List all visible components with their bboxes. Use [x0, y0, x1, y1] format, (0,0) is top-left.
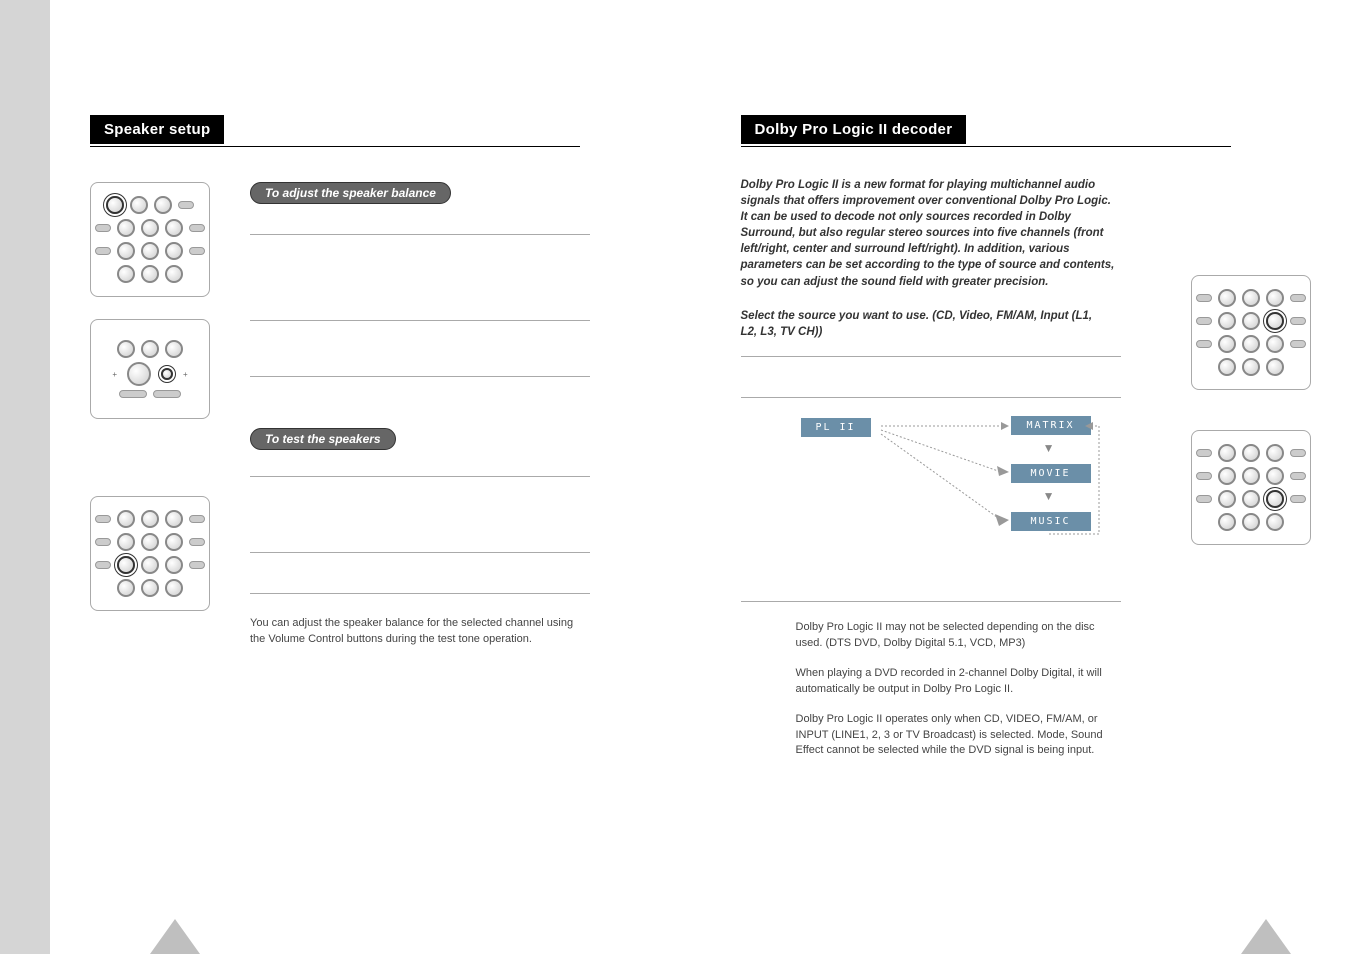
- dolby-intro-text: Dolby Pro Logic II is a new format for p…: [741, 177, 1121, 290]
- divider-line: [250, 476, 590, 477]
- page-spread: Speaker setup ++: [50, 0, 1351, 954]
- flow-box-music: MUSIC: [1011, 512, 1091, 531]
- note-2: When playing a DVD recorded in 2-channel…: [796, 666, 1121, 698]
- notes-block: Dolby Pro Logic II may not be selected d…: [741, 620, 1121, 760]
- right-page: Dolby Pro Logic II decoder Dolby Pro Log…: [701, 0, 1351, 954]
- divider-line: [250, 376, 590, 377]
- remote-illustration-r2: [1191, 430, 1311, 545]
- note-1: Dolby Pro Logic II may not be selected d…: [796, 620, 1121, 652]
- remote-illustration-r1: [1191, 275, 1311, 390]
- section-header-left: Speaker setup: [90, 115, 661, 147]
- arrow-down-icon: ▼: [1043, 489, 1055, 503]
- divider-line: [250, 320, 590, 321]
- flow-box-matrix: MATRIX: [1011, 416, 1091, 435]
- pill-adjust-balance: To adjust the speaker balance: [250, 182, 451, 204]
- flow-box-movie: MOVIE: [1011, 464, 1091, 483]
- speaker-setup-header: Speaker setup: [90, 115, 224, 144]
- mode-flow-diagram: PL II MATRIX ▼ MOVIE ▼ MUSIC: [771, 416, 1101, 546]
- divider-line: [250, 593, 590, 594]
- dolby-header: Dolby Pro Logic II decoder: [741, 115, 967, 144]
- divider-line: [741, 356, 1121, 357]
- select-source-text: Select the source you want to use. (CD, …: [741, 308, 1101, 340]
- left-page: Speaker setup ++: [50, 0, 701, 954]
- left-content-row: ++ To adjust the speaker balance: [90, 182, 661, 648]
- divider-line: [741, 601, 1121, 602]
- pill-test-speakers: To test the speakers: [250, 428, 396, 450]
- header-underline-left: [90, 146, 580, 147]
- header-underline-right: [741, 146, 1231, 147]
- remote-illustration-1: [90, 182, 210, 297]
- remote-illustration-2: ++: [90, 319, 210, 419]
- flow-box-plii: PL II: [801, 418, 871, 437]
- page-triangle-right: [1241, 919, 1291, 954]
- divider-line: [741, 397, 1121, 398]
- section-header-right: Dolby Pro Logic II decoder: [741, 115, 1312, 147]
- remote-side-bottom: [1191, 430, 1331, 567]
- note-3: Dolby Pro Logic II operates only when CD…: [796, 712, 1121, 760]
- left-gray-margin: [0, 0, 50, 954]
- arrow-down-icon: ▼: [1043, 441, 1055, 455]
- page-triangle-left: [150, 919, 200, 954]
- remote-column: ++: [90, 182, 230, 648]
- balance-note: You can adjust the speaker balance for t…: [250, 616, 590, 648]
- divider-line: [250, 552, 590, 553]
- left-text-column: To adjust the speaker balance To test th…: [230, 182, 661, 648]
- remote-side-top: [1191, 275, 1331, 412]
- remote-illustration-3: [90, 496, 210, 611]
- divider-line: [250, 234, 590, 235]
